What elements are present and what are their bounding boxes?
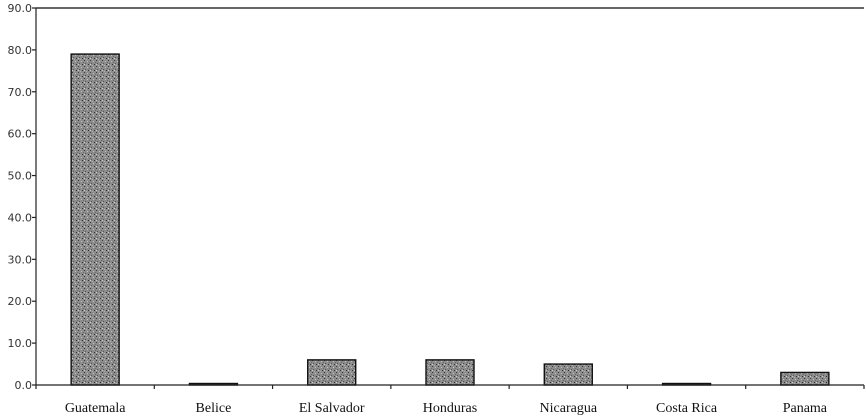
y-tick-label: 0.0 (15, 379, 33, 392)
y-tick-label: 10.0 (8, 337, 33, 350)
bar-panama (780, 371, 830, 386)
bar-nicaragua (543, 363, 593, 386)
y-axis: 0.0 10.0 20.0 30.0 40.0 50.0 60.0 70.0 80.0 90.0 (8, 2, 37, 392)
bar-honduras (425, 359, 475, 386)
x-category-label: Panama (783, 401, 828, 416)
x-category-label: Belice (196, 401, 232, 416)
x-category-label: Guatemala (65, 401, 126, 416)
y-tick-label: 50.0 (8, 170, 33, 183)
y-tick-label: 60.0 (8, 128, 33, 141)
y-tick-label: 90.0 (8, 2, 33, 15)
x-category-label: El Salvador (299, 401, 365, 416)
y-tick-label: 70.0 (8, 86, 33, 99)
x-category-label: Nicaragua (540, 401, 598, 416)
y-tick-label: 20.0 (8, 295, 33, 308)
x-axis: Guatemala Belice El Salvador Honduras Nicara… (35, 384, 865, 416)
bar-guatemala (70, 53, 120, 386)
y-tick-label: 30.0 (8, 253, 33, 266)
x-category-label: Honduras (423, 401, 477, 416)
bar-el-salvador (307, 359, 357, 386)
bars (70, 53, 830, 386)
y-tick-label: 80.0 (8, 44, 33, 57)
x-category-label: Costa Rica (656, 401, 718, 416)
y-tick-label: 40.0 (8, 211, 33, 224)
